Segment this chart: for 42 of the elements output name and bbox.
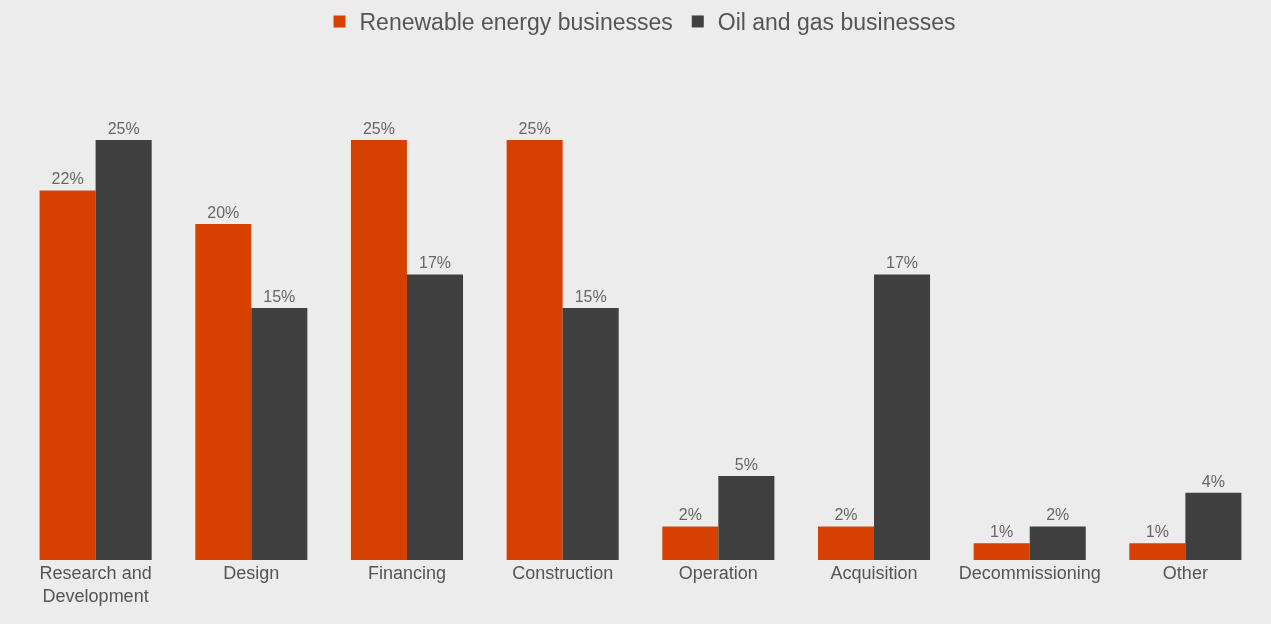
bar [95, 140, 152, 560]
data-label: 20% [207, 204, 240, 222]
data-label: 4% [1201, 472, 1225, 490]
data-label: 2% [678, 506, 702, 524]
bar [1129, 543, 1186, 560]
data-label: 1% [1145, 523, 1169, 541]
bar [39, 190, 96, 560]
data-label: 15% [574, 288, 607, 306]
data-label: 5% [734, 456, 758, 474]
bar [874, 274, 931, 560]
bar [350, 140, 407, 560]
bar [251, 308, 308, 560]
x-tick-label: Acquisition [830, 563, 918, 583]
bar [1029, 526, 1086, 560]
x-tick-label: Construction [512, 563, 614, 583]
bar [718, 476, 775, 560]
bar [973, 543, 1030, 560]
x-tick-label: Operation [678, 563, 758, 583]
data-label: 25% [362, 120, 395, 138]
legend-label: Oil and gas businesses [717, 9, 956, 36]
data-label: 25% [107, 120, 140, 138]
x-tick-label: Other [1162, 563, 1208, 583]
data-label: 17% [886, 254, 919, 272]
bar [1185, 492, 1242, 560]
data-label: 1% [990, 523, 1014, 541]
bar [506, 140, 563, 560]
x-tick-label: Research and Development [39, 563, 152, 607]
data-label: 22% [51, 170, 84, 188]
bar [562, 308, 619, 560]
data-label: 2% [1046, 506, 1070, 524]
x-tick-label: Design [223, 563, 280, 583]
data-label: 15% [263, 288, 296, 306]
bar [817, 526, 875, 560]
data-label: 2% [834, 506, 858, 524]
bar [662, 526, 719, 560]
data-label: 25% [518, 120, 551, 138]
x-tick-label: Financing [367, 563, 446, 583]
legend-label: Renewable energy businesses [359, 9, 673, 36]
bar [195, 224, 252, 560]
x-tick-label: Decommissioning [958, 563, 1101, 583]
data-label: 17% [418, 254, 452, 272]
bar [406, 274, 464, 560]
